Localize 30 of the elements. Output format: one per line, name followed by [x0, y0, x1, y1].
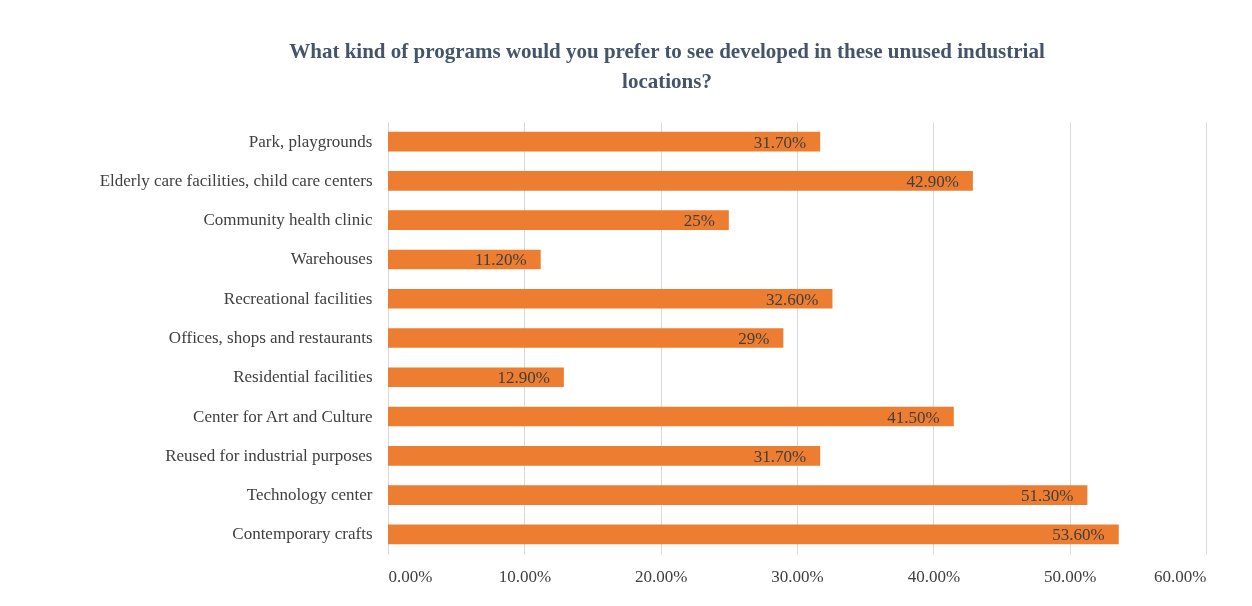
x-tick-label: 50.00%: [1043, 566, 1097, 586]
data-label: 53.60%: [1052, 525, 1105, 545]
data-label: 12.90%: [497, 368, 550, 388]
x-tick-label: 0.00%: [388, 566, 433, 586]
x-tick-label: 40.00%: [907, 566, 961, 586]
data-label: 42.90%: [906, 171, 959, 191]
x-tick-label: 30.00%: [771, 566, 824, 586]
y-tick-label: Center for Art and Culture: [193, 406, 373, 426]
data-label: 31.70%: [753, 132, 807, 152]
data-label: 51.30%: [1020, 486, 1074, 506]
data-label: 11.20%: [474, 250, 527, 270]
y-tick-label: Offices, shops and restaurants: [168, 328, 373, 347]
y-tick-label: Technology center: [246, 485, 373, 505]
data-label: 29%: [738, 329, 770, 348]
y-tick-label: Recreational facilities: [223, 288, 373, 308]
y-tick-label: Community health clinic: [203, 210, 373, 230]
chart-title: What kind of programs would you prefer to see developed in these unused industrial locations?: [289, 39, 1045, 93]
y-tick-label: Reused for industrial purposes: [165, 445, 373, 465]
x-tick-label: 20.00%: [634, 566, 688, 586]
x-tick-label: 60.00%: [1154, 566, 1207, 586]
y-tick-label: Park, playgrounds: [248, 131, 373, 151]
data-label: 25%: [683, 211, 715, 231]
data-label: 32.60%: [766, 289, 819, 309]
y-tick-label: Contemporary crafts: [232, 524, 373, 544]
y-tick-label: Elderly care facilities, child care centers: [99, 170, 373, 190]
data-label: 31.70%: [753, 446, 807, 466]
data-label: 41.50%: [887, 407, 940, 427]
y-tick-label: Warehouses: [290, 249, 373, 269]
y-tick-label: Residential facilities: [233, 367, 373, 387]
x-tick-label: 10.00%: [498, 566, 552, 586]
